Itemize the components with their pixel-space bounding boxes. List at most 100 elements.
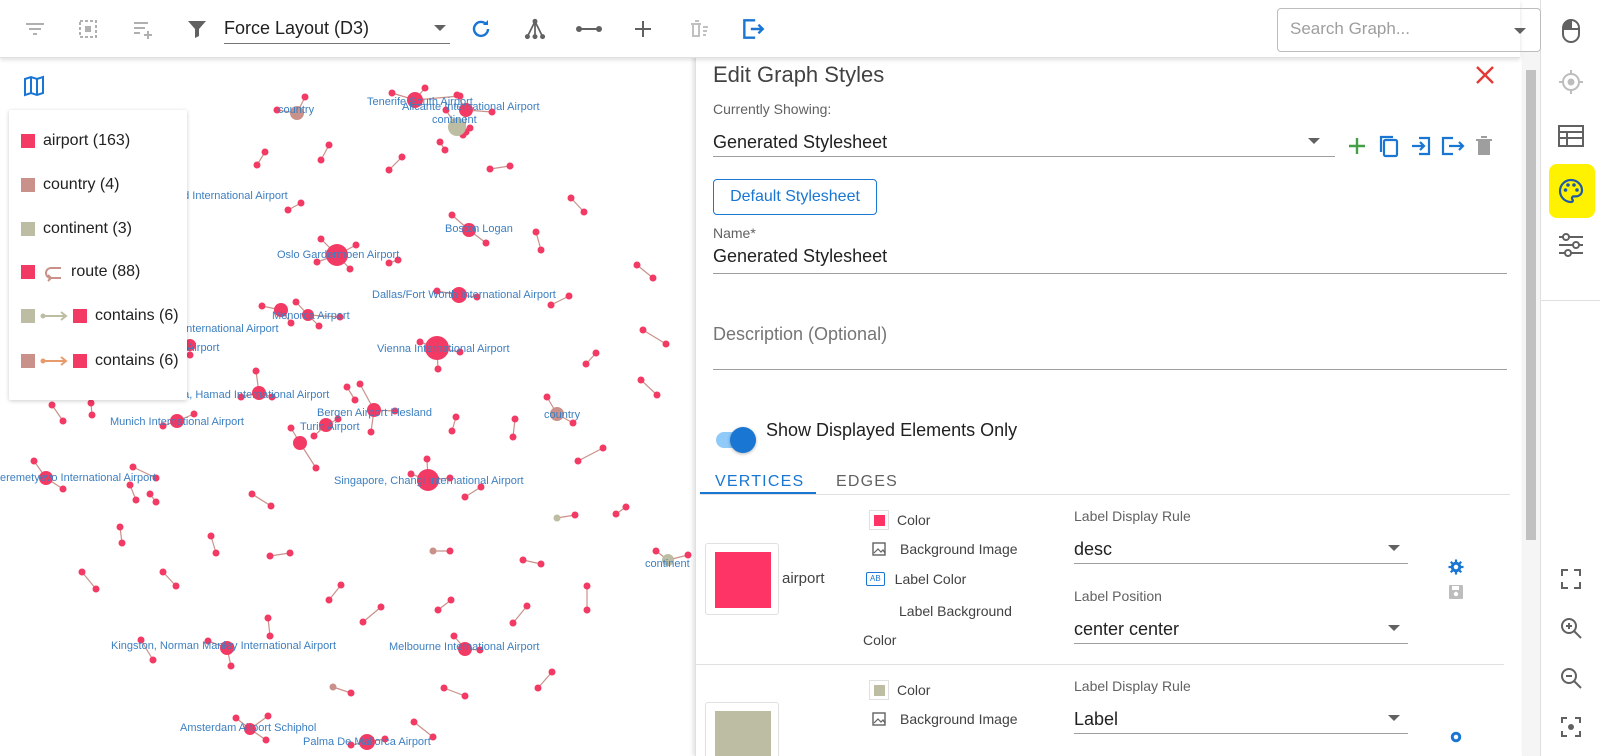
graph-node[interactable] — [334, 415, 342, 423]
graph-node[interactable] — [132, 496, 140, 504]
graph-node[interactable] — [207, 532, 215, 540]
graph-node[interactable] — [633, 261, 641, 269]
graph-node[interactable] — [448, 427, 456, 435]
vertex-bg-image-prop[interactable]: Background Image — [872, 711, 1018, 727]
graph-node[interactable] — [482, 239, 490, 247]
filter-list-icon[interactable] — [20, 14, 50, 44]
graph-node[interactable] — [336, 313, 344, 321]
graph-node[interactable] — [220, 641, 234, 655]
mouse-icon[interactable] — [1554, 14, 1588, 48]
refresh-icon[interactable] — [466, 14, 496, 44]
graph-node[interactable] — [248, 490, 256, 498]
graph-node[interactable] — [253, 161, 261, 169]
graph-node[interactable] — [186, 351, 194, 359]
graph-node[interactable] — [447, 596, 455, 604]
graph-node[interactable] — [159, 568, 167, 576]
graph-node[interactable] — [312, 464, 320, 472]
graph-node[interactable] — [537, 560, 545, 568]
graph-node[interactable] — [273, 106, 281, 114]
graph-node[interactable] — [287, 319, 295, 327]
graph-node[interactable] — [440, 684, 448, 692]
graph-node[interactable] — [262, 736, 270, 744]
graph-node[interactable] — [583, 606, 591, 614]
graph-node[interactable] — [450, 632, 458, 640]
graph-node[interactable] — [421, 84, 429, 92]
graph-node[interactable] — [359, 618, 367, 626]
graph-node[interactable] — [599, 444, 607, 452]
graph-node[interactable] — [649, 274, 657, 282]
graph-node[interactable] — [407, 470, 415, 478]
palette-icon[interactable] — [1554, 174, 1588, 208]
graph-node[interactable] — [170, 414, 184, 428]
graph-node[interactable] — [347, 689, 355, 697]
vertex-label-bg-prop[interactable]: Label Background — [899, 603, 1012, 619]
graph-node[interactable] — [116, 523, 124, 531]
graph-node[interactable] — [488, 108, 496, 116]
graph-node[interactable] — [367, 428, 375, 436]
graph-node[interactable] — [571, 511, 579, 519]
graph-node[interactable] — [317, 156, 325, 164]
delete-icon[interactable] — [1474, 135, 1494, 162]
graph-node[interactable] — [367, 403, 381, 417]
graph-node[interactable] — [347, 741, 355, 749]
show-displayed-toggle-knob[interactable] — [730, 427, 756, 453]
graph-node[interactable] — [612, 510, 620, 518]
graph-node[interactable] — [416, 338, 424, 346]
zoom-in-icon[interactable] — [1554, 611, 1588, 645]
export-stylesheet-icon[interactable] — [1440, 134, 1466, 163]
default-stylesheet-button[interactable]: Default Stylesheet — [713, 179, 877, 215]
vertex-color-prop[interactable]: Color — [869, 680, 930, 700]
description-field[interactable]: Description (Optional) — [713, 324, 888, 344]
graph-node[interactable] — [459, 103, 473, 117]
graph-node[interactable] — [78, 568, 86, 576]
graph-node[interactable] — [391, 407, 399, 415]
graph-node[interactable] — [359, 734, 375, 750]
graph-node[interactable] — [87, 399, 95, 407]
graph-node[interactable] — [204, 637, 212, 645]
legend-item-route[interactable]: route (88) — [21, 259, 140, 285]
legend-item-continent[interactable]: continent (3) — [21, 216, 132, 242]
graph-node[interactable] — [30, 457, 38, 465]
graph-node[interactable] — [462, 223, 476, 237]
graph-node[interactable] — [410, 718, 418, 726]
legend-item-airport[interactable]: airport (163) — [21, 128, 130, 154]
graph-node[interactable] — [453, 91, 461, 99]
graph-node[interactable] — [385, 259, 393, 267]
graph-node[interactable] — [442, 106, 450, 114]
graph-node[interactable] — [293, 436, 307, 450]
graph-node[interactable] — [548, 668, 556, 676]
graph-node[interactable] — [92, 585, 100, 593]
legend-item-contains-country[interactable]: contains (6) — [21, 348, 179, 374]
color-swatch[interactable] — [869, 680, 889, 700]
graph-node[interactable] — [264, 614, 272, 622]
zoom-out-icon[interactable] — [1554, 661, 1588, 695]
chevron-down-icon[interactable] — [1388, 625, 1400, 631]
export-icon[interactable] — [738, 14, 768, 44]
graph-node[interactable] — [434, 365, 442, 373]
graph-node[interactable] — [532, 228, 540, 236]
graph-node[interactable] — [477, 483, 485, 491]
graph-node[interactable] — [264, 712, 272, 720]
graph-node[interactable] — [662, 340, 670, 348]
graph-node[interactable] — [553, 514, 561, 522]
layout-select[interactable]: Force Layout (D3) — [224, 12, 450, 44]
graph-node[interactable] — [574, 457, 582, 465]
graph-node[interactable] — [302, 309, 314, 321]
graph-node[interactable] — [267, 502, 275, 510]
delete-sweep-icon[interactable] — [684, 14, 714, 44]
graph-node[interactable] — [212, 549, 220, 557]
graph-node[interactable] — [582, 360, 590, 368]
graph-node[interactable] — [547, 301, 555, 309]
graph-node[interactable] — [346, 265, 354, 273]
graph-node[interactable] — [662, 554, 674, 566]
chevron-down-icon[interactable] — [1388, 715, 1400, 721]
graph-node[interactable] — [394, 256, 402, 264]
graph-node[interactable] — [146, 490, 154, 498]
chevron-down-icon[interactable] — [1388, 545, 1400, 551]
settings-icon[interactable] — [1447, 558, 1465, 581]
label-display-rule-select[interactable]: Label — [1074, 709, 1119, 729]
graph-node[interactable] — [319, 418, 333, 432]
graph-svg[interactable]: country Tenerife South Airport Alicante … — [0, 58, 695, 756]
graph-node[interactable] — [583, 582, 591, 590]
graph-node[interactable] — [292, 298, 300, 306]
